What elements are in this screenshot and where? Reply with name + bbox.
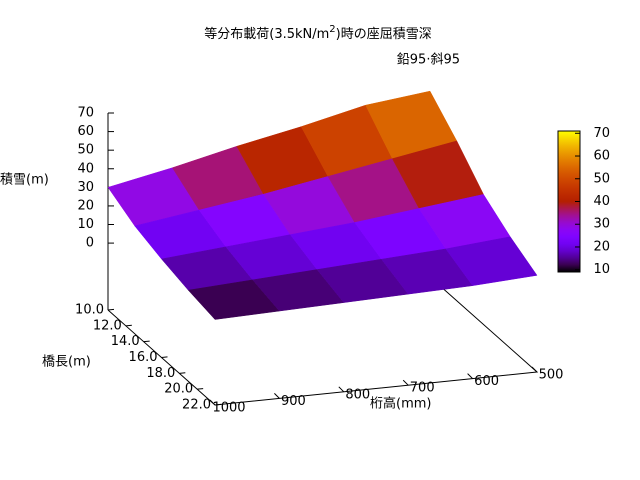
x-tick bbox=[209, 399, 216, 406]
y-tick bbox=[161, 356, 168, 358]
x-tick bbox=[338, 386, 345, 393]
colorbar-tick-label: 20 bbox=[593, 239, 610, 254]
x-tick bbox=[467, 373, 473, 379]
y-tick-label: 22.0 bbox=[182, 398, 211, 413]
x-tick bbox=[531, 366, 538, 373]
z-tick-label: 10 bbox=[77, 217, 94, 232]
y-tick-label: 18.0 bbox=[146, 366, 175, 381]
y-tick-label: 14.0 bbox=[111, 334, 140, 349]
y-tick bbox=[214, 403, 222, 406]
x-tick-label: 1000 bbox=[212, 401, 245, 416]
z-tick-label: 20 bbox=[77, 198, 94, 213]
colorbar-tick-label: 30 bbox=[593, 217, 610, 232]
x-tick-label: 600 bbox=[474, 374, 499, 389]
z-tick-label: 40 bbox=[77, 161, 94, 176]
y-tick bbox=[179, 372, 186, 374]
x-tick-label: 700 bbox=[410, 381, 435, 396]
z-tick-label: 30 bbox=[77, 180, 94, 195]
z-tick-label: 50 bbox=[77, 143, 94, 158]
y-tick-label: 10.0 bbox=[75, 303, 104, 318]
x-tick bbox=[274, 393, 280, 399]
y-axis-label: 橋長(m) bbox=[42, 355, 91, 370]
colorbar-tick-label: 60 bbox=[593, 149, 610, 164]
z-tick-label: 0 bbox=[86, 236, 94, 251]
x-tick-label: 800 bbox=[345, 387, 370, 402]
colorbar-tick-label: 10 bbox=[593, 262, 610, 277]
colorbar-tick-label: 50 bbox=[593, 171, 610, 186]
colorbar-tick-label: 40 bbox=[593, 194, 610, 209]
chart-title: 等分布載荷(3.5kN/m2)時の座屈積雪深 bbox=[204, 24, 432, 42]
y-tick-label: 20.0 bbox=[164, 382, 193, 397]
z-tick-label: 60 bbox=[77, 124, 94, 139]
z-tick-label: 70 bbox=[77, 106, 94, 121]
x-tick bbox=[402, 379, 409, 386]
x-axis-label: 桁高(mm) bbox=[370, 396, 431, 412]
y-tick bbox=[143, 340, 150, 343]
z-axis-label: 積雪(m) bbox=[0, 173, 49, 188]
y-tick-label: 12.0 bbox=[93, 318, 122, 333]
chart-subtitle: 鉛95·斜95 bbox=[397, 53, 460, 68]
x-tick-label: 500 bbox=[539, 368, 564, 383]
colorbar-tick-label: 70 bbox=[593, 126, 610, 141]
y-tick bbox=[125, 324, 132, 327]
y-tick bbox=[107, 308, 115, 311]
y-tick-label: 16.0 bbox=[129, 350, 158, 365]
x-tick-label: 900 bbox=[281, 394, 306, 409]
surface-quad bbox=[445, 236, 538, 286]
y-tick bbox=[197, 388, 204, 390]
